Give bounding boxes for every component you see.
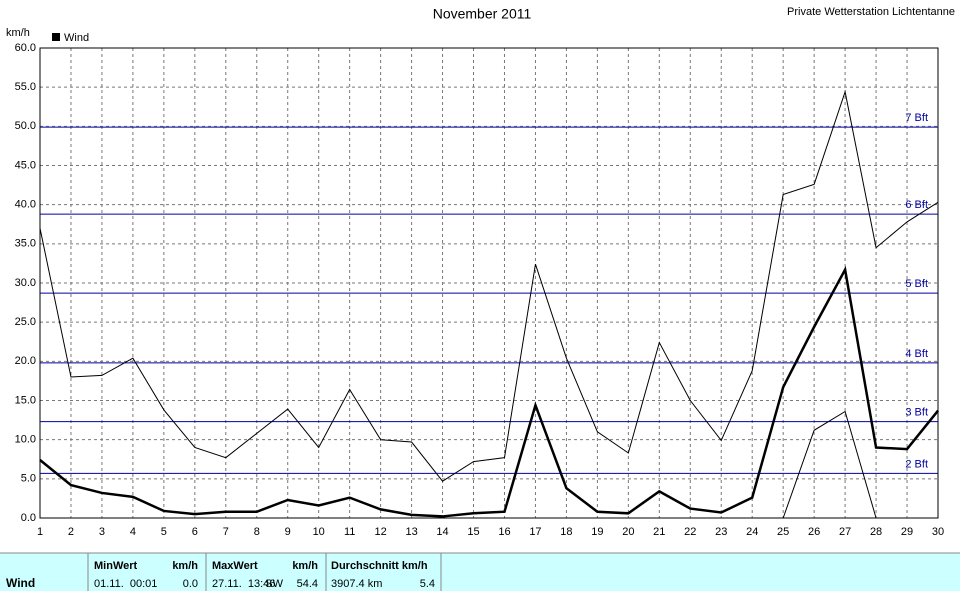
reference-label: 5 Bft: [905, 278, 928, 290]
reference-label: 4 Bft: [905, 348, 928, 360]
y-tick-label: 25.0: [15, 316, 36, 328]
x-tick-label: 20: [622, 526, 634, 538]
x-tick-label: 3: [99, 526, 105, 538]
x-tick-label: 25: [777, 526, 789, 538]
legend-swatch: [52, 33, 60, 41]
x-tick-label: 30: [932, 526, 944, 538]
table-row-label: Wind: [6, 576, 35, 590]
x-tick-label: 8: [254, 526, 260, 538]
table-cell: SW: [265, 578, 283, 590]
series-line: [782, 410, 877, 519]
table-cell: 5.4: [420, 578, 435, 590]
table-header: MinWert: [94, 560, 138, 572]
x-tick-label: 26: [808, 526, 820, 538]
y-tick-label: 5.0: [21, 473, 36, 485]
table-cell: 01.11. 00:01: [94, 578, 157, 590]
x-tick-label: 9: [285, 526, 291, 538]
x-tick-label: 18: [560, 526, 572, 538]
table-cell: 27.11. 13:46: [212, 578, 275, 590]
x-tick-label: 27: [839, 526, 851, 538]
x-tick-label: 7: [223, 526, 229, 538]
reference-label: 7 Bft: [905, 112, 928, 124]
x-tick-label: 12: [374, 526, 386, 538]
chart-title: November 2011: [433, 6, 532, 22]
y-tick-label: 15.0: [15, 394, 36, 406]
x-tick-label: 21: [653, 526, 665, 538]
table-header: km/h: [172, 560, 198, 572]
x-tick-label: 22: [684, 526, 696, 538]
x-tick-label: 2: [68, 526, 74, 538]
table-header: MaxWert: [212, 560, 258, 572]
reference-label: 2 Bft: [905, 458, 928, 470]
y-tick-label: 10.0: [15, 434, 36, 446]
x-tick-label: 5: [161, 526, 167, 538]
y-tick-label: 40.0: [15, 199, 36, 211]
x-tick-label: 23: [715, 526, 727, 538]
table-cell: 54.4: [297, 578, 318, 590]
x-tick-label: 1: [37, 526, 43, 538]
x-tick-label: 11: [344, 526, 355, 538]
x-tick-label: 6: [192, 526, 198, 538]
x-tick-label: 17: [529, 526, 541, 538]
footer-background: [0, 553, 960, 591]
x-tick-label: 13: [405, 526, 417, 538]
legend-label: Wind: [64, 32, 89, 44]
x-tick-label: 15: [467, 526, 479, 538]
y-tick-label: 20.0: [15, 355, 36, 367]
table-cell: 0.0: [183, 578, 198, 590]
plot-border: [39, 47, 939, 519]
y-tick-label: 30.0: [15, 277, 36, 289]
y-tick-label: 50.0: [15, 120, 36, 132]
x-tick-label: 19: [591, 526, 603, 538]
y-tick-label: 0.0: [21, 512, 36, 524]
table-cell: 3907.4 km: [331, 578, 382, 590]
y-tick-label: 55.0: [15, 81, 36, 93]
x-tick-label: 4: [130, 526, 136, 538]
y-axis-label: km/h: [6, 27, 30, 39]
table-header: Durchschnitt km/h: [331, 560, 428, 572]
x-tick-label: 16: [498, 526, 510, 538]
chart-subtitle: Private Wetterstation Lichtentanne: [787, 6, 955, 18]
reference-label: 3 Bft: [905, 407, 928, 419]
series-line: [39, 265, 939, 518]
x-tick-label: 24: [746, 526, 758, 538]
x-tick-label: 29: [901, 526, 913, 538]
y-tick-label: 60.0: [15, 42, 36, 54]
x-tick-label: 28: [870, 526, 882, 538]
series-line: [39, 89, 939, 482]
table-header: km/h: [292, 560, 318, 572]
x-tick-label: 14: [436, 526, 448, 538]
x-tick-label: 10: [313, 526, 325, 538]
y-tick-label: 35.0: [15, 238, 36, 250]
reference-label: 6 Bft: [905, 199, 928, 211]
y-tick-label: 45.0: [15, 159, 36, 171]
